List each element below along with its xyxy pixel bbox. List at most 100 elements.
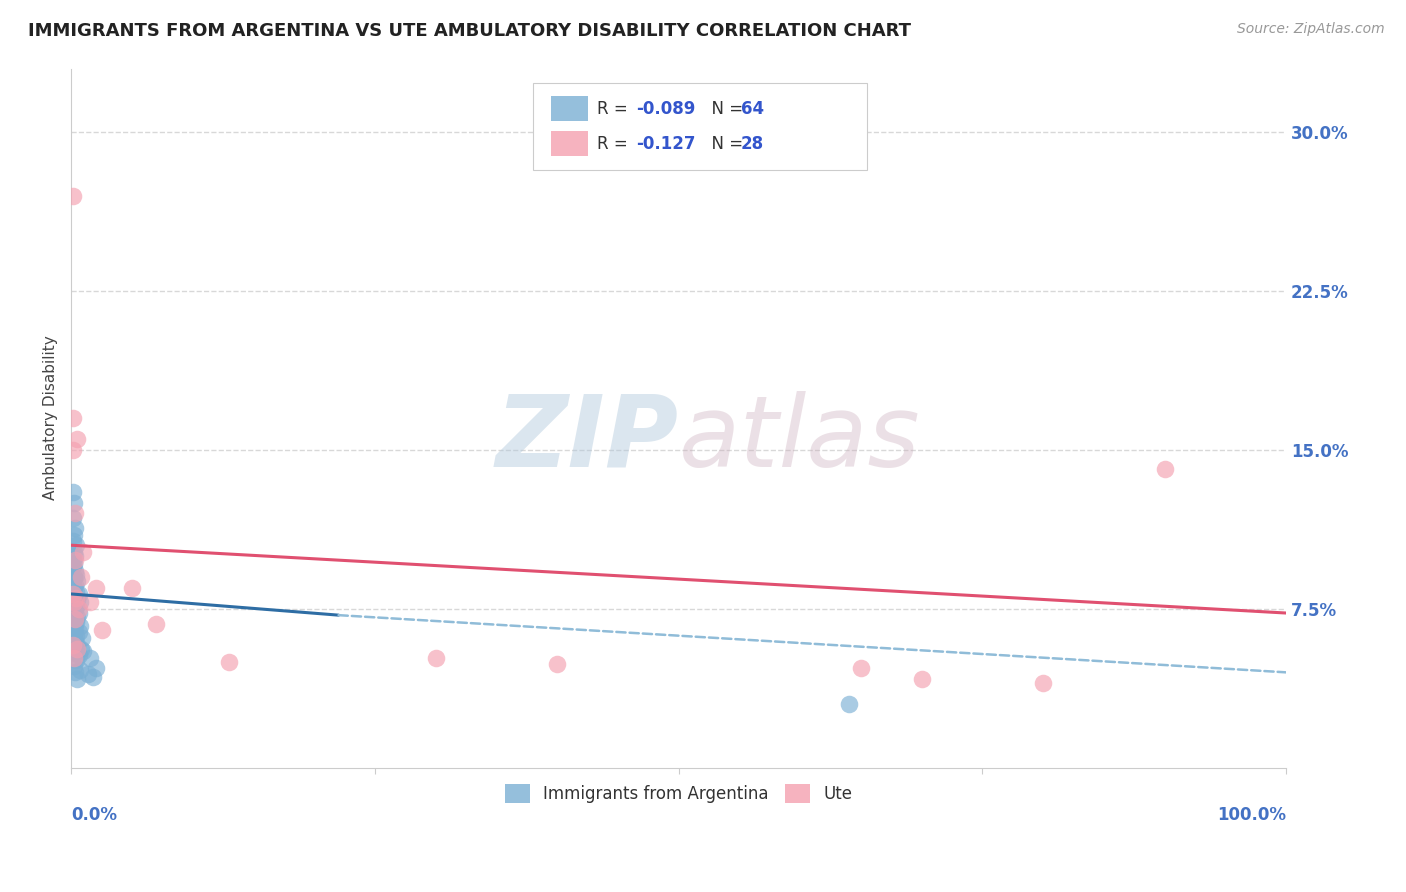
Point xyxy=(62,572,84,586)
Text: R =: R = xyxy=(598,100,633,118)
Point xyxy=(69,619,91,633)
Text: -0.127: -0.127 xyxy=(637,135,696,153)
Point xyxy=(62,612,84,626)
Point xyxy=(65,591,87,606)
Point xyxy=(425,650,447,665)
Point xyxy=(62,638,84,652)
Legend: Immigrants from Argentina, Ute: Immigrants from Argentina, Ute xyxy=(498,778,859,810)
Point xyxy=(62,587,84,601)
Point xyxy=(62,616,84,631)
Y-axis label: Ambulatory Disability: Ambulatory Disability xyxy=(44,335,58,500)
Text: N =: N = xyxy=(700,135,748,153)
Point xyxy=(63,564,86,578)
Point xyxy=(145,616,167,631)
Point xyxy=(65,615,87,629)
FancyBboxPatch shape xyxy=(551,96,588,121)
Point xyxy=(69,663,91,677)
Text: N =: N = xyxy=(700,100,748,118)
Point xyxy=(66,638,89,652)
Point xyxy=(67,648,90,663)
Point xyxy=(62,650,84,665)
Point xyxy=(62,604,84,618)
Point xyxy=(62,593,84,607)
Point xyxy=(72,544,94,558)
FancyBboxPatch shape xyxy=(551,131,588,156)
Point xyxy=(62,598,84,612)
Point xyxy=(63,578,86,592)
Point xyxy=(62,510,84,524)
Point xyxy=(62,570,84,584)
Point xyxy=(546,657,568,671)
Point xyxy=(62,581,84,595)
Point xyxy=(62,636,84,650)
Text: ZIP: ZIP xyxy=(496,391,679,488)
Point xyxy=(63,665,86,680)
Point xyxy=(63,591,86,606)
Point xyxy=(62,485,84,500)
Point xyxy=(62,534,84,549)
Point xyxy=(218,655,240,669)
Point xyxy=(62,553,84,567)
Text: 28: 28 xyxy=(741,135,763,153)
Point xyxy=(63,633,86,648)
Point xyxy=(65,538,87,552)
Text: Source: ZipAtlas.com: Source: ZipAtlas.com xyxy=(1237,22,1385,37)
Point xyxy=(79,650,101,665)
Point xyxy=(77,667,100,681)
Point xyxy=(62,627,84,641)
Point xyxy=(62,589,84,603)
Text: 0.0%: 0.0% xyxy=(72,806,117,824)
Point xyxy=(66,610,89,624)
Point xyxy=(69,595,91,609)
Text: IMMIGRANTS FROM ARGENTINA VS UTE AMBULATORY DISABILITY CORRELATION CHART: IMMIGRANTS FROM ARGENTINA VS UTE AMBULAT… xyxy=(28,22,911,40)
Point xyxy=(1153,462,1175,476)
Point xyxy=(79,595,101,609)
Point xyxy=(62,544,84,558)
Point xyxy=(67,606,90,620)
Point xyxy=(62,411,84,425)
FancyBboxPatch shape xyxy=(533,82,868,169)
Point xyxy=(63,521,86,535)
Point xyxy=(62,442,84,457)
Point xyxy=(62,559,84,574)
Point xyxy=(911,672,934,686)
Point xyxy=(62,188,84,202)
Point xyxy=(62,496,84,510)
Text: -0.089: -0.089 xyxy=(637,100,696,118)
Point xyxy=(82,670,104,684)
Point xyxy=(84,581,107,595)
Point xyxy=(65,599,87,614)
Point xyxy=(67,625,90,640)
Point xyxy=(838,697,860,711)
Point xyxy=(1032,676,1054,690)
Point xyxy=(63,553,86,567)
Point xyxy=(62,640,84,654)
Point xyxy=(90,623,112,637)
Point xyxy=(65,629,87,643)
Point xyxy=(62,659,84,673)
Point xyxy=(121,581,143,595)
Point xyxy=(62,558,84,572)
Point xyxy=(67,602,90,616)
Point xyxy=(62,623,84,637)
Text: 100.0%: 100.0% xyxy=(1218,806,1286,824)
Point xyxy=(66,574,89,589)
Point xyxy=(67,587,90,601)
Point xyxy=(65,568,87,582)
Point xyxy=(62,595,84,609)
Point xyxy=(72,644,94,658)
Text: R =: R = xyxy=(598,135,633,153)
Text: 64: 64 xyxy=(741,100,763,118)
Point xyxy=(62,608,84,623)
Point xyxy=(65,585,87,599)
Point xyxy=(66,432,89,446)
Point xyxy=(66,593,89,607)
Point xyxy=(62,598,84,612)
Point xyxy=(63,612,86,626)
Point xyxy=(63,602,86,616)
Point xyxy=(62,581,84,595)
Point xyxy=(63,612,86,626)
Point xyxy=(63,621,86,635)
Point xyxy=(62,527,84,541)
Point xyxy=(84,661,107,675)
